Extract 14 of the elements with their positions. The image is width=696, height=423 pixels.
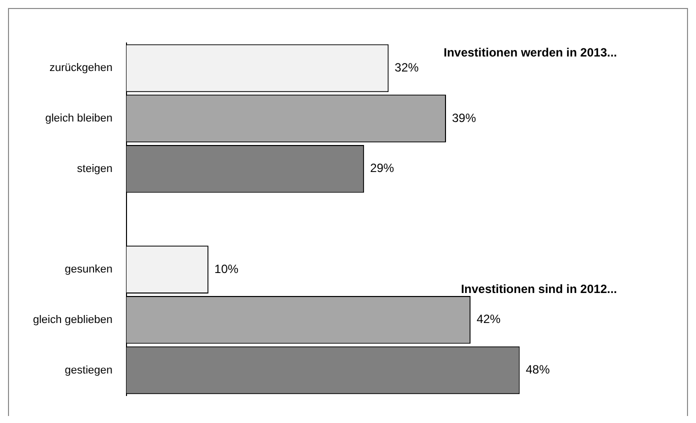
data-label: 29% (370, 161, 394, 176)
y-tick-label: gleich geblieben (32, 314, 113, 326)
data-label: 48% (526, 362, 550, 377)
data-label: 10% (214, 262, 239, 276)
data-label: 32% (394, 60, 419, 74)
data-label: 39% (452, 110, 476, 125)
y-tick-label: zurückgehen (50, 62, 113, 74)
annotation: Investitionen werden in 2013... (444, 45, 617, 60)
data-label: 42% (476, 312, 501, 326)
y-tick-label: gesunken (64, 264, 113, 276)
y-tick-label: gestiegen (64, 364, 113, 376)
annotation: Investitionen sind in 2012... (460, 282, 617, 296)
y-tick-label: gleich bleiben (45, 112, 113, 125)
y-tick-label: steigen (77, 162, 113, 175)
